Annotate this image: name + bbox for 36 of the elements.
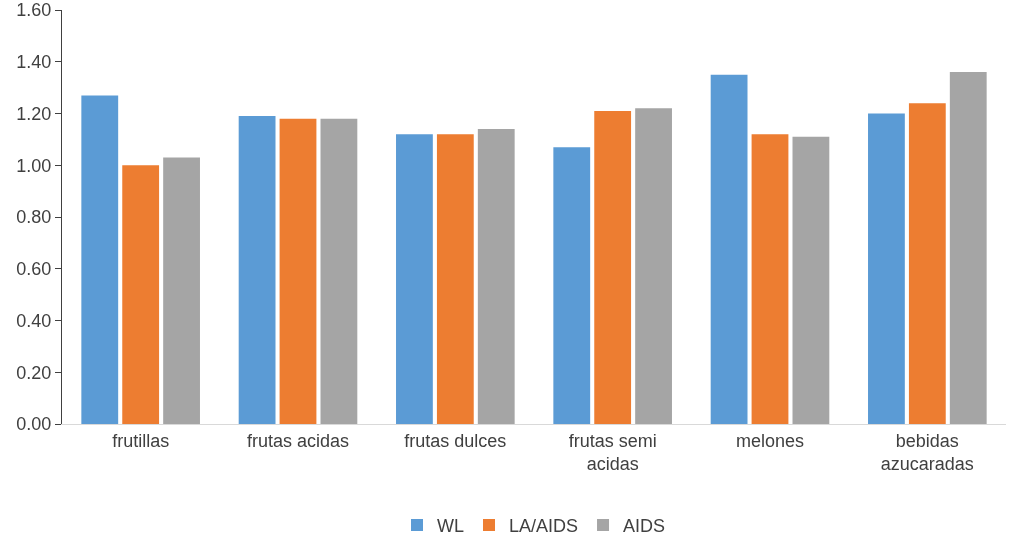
y-tick-label: 1.60: [16, 0, 52, 21]
y-tick-label: 0.40: [16, 310, 52, 331]
bar: [436, 134, 474, 424]
bar: [81, 95, 119, 424]
bar: [594, 110, 632, 424]
bar: [238, 116, 276, 424]
bar: [477, 129, 515, 424]
bar: [122, 165, 160, 424]
bar: [163, 157, 200, 424]
y-tick-label: 1.40: [16, 52, 52, 73]
bar: [908, 103, 946, 424]
y-tick-label: 0.60: [16, 259, 52, 280]
bar: [949, 72, 987, 424]
legend-label: LA/AIDS: [509, 516, 579, 537]
y-tick-label: 1.20: [16, 103, 52, 124]
x-tick-label: melones: [735, 430, 805, 451]
x-tick-label: frutillas: [112, 430, 170, 451]
x-tick-label: bebidas azucaradas: [880, 430, 974, 474]
bar: [279, 118, 317, 424]
x-tick-label: frutas dulces: [404, 430, 507, 451]
x-tick-label: frutas acidas: [246, 430, 350, 451]
x-tick-label: frutas semi acidas: [568, 430, 657, 474]
bar: [792, 136, 830, 424]
y-tick-label: 0.00: [16, 414, 52, 435]
legend-label: AIDS: [623, 516, 666, 537]
bar: [553, 147, 591, 424]
bar: [396, 134, 433, 424]
y-tick-label: 0.20: [16, 362, 52, 383]
bar: [710, 74, 748, 424]
bar: [868, 113, 905, 424]
bar: [320, 118, 358, 424]
y-tick-label: 0.80: [16, 207, 52, 228]
y-tick-label: 1.00: [16, 155, 52, 176]
legend-label: WL: [437, 516, 464, 537]
bar: [635, 108, 672, 424]
bar: [751, 134, 789, 424]
